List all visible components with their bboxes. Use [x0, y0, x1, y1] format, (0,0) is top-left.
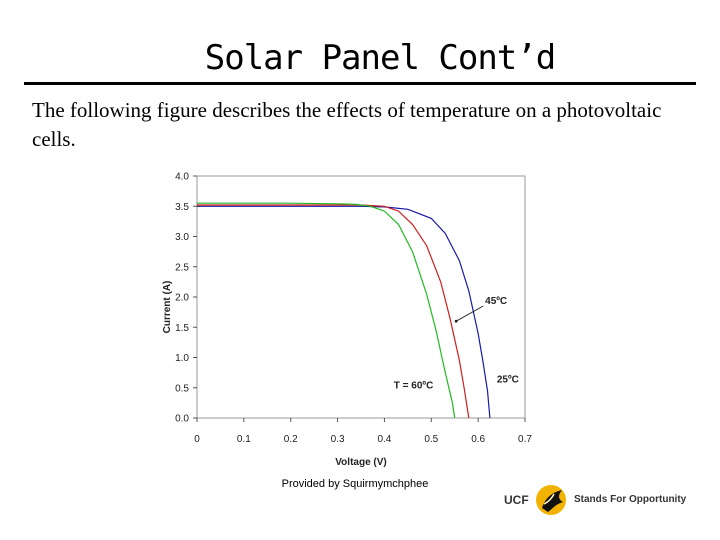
logo-tagline: Stands For Opportunity	[574, 494, 687, 505]
x-tick-label: 0.5	[424, 434, 438, 445]
body-text: The following figure describes the effec…	[32, 98, 662, 151]
annotation-arrow-head	[454, 319, 458, 323]
y-tick-label: 2.5	[175, 262, 189, 273]
x-tick-label: 0	[194, 434, 200, 445]
x-tick-label: 0.3	[331, 434, 345, 445]
annotation-label: T = 60ºC	[394, 381, 434, 392]
slide-title: Solar Panel Cont’d	[204, 38, 556, 78]
series-line-0	[197, 205, 491, 419]
annotation-arrow	[455, 305, 484, 322]
x-tick-label: 0.2	[284, 434, 298, 445]
x-tick-label: 0.1	[237, 434, 251, 445]
x-tick-label: 0.7	[518, 434, 532, 445]
y-axis-label: Current (A)	[162, 281, 173, 334]
y-tick-label: 1.5	[175, 323, 189, 334]
y-tick-label: 0.5	[175, 383, 189, 394]
y-tick-label: 0.0	[175, 414, 189, 425]
series-line-1	[197, 204, 470, 419]
x-tick-label: 0.6	[471, 434, 485, 445]
ucf-logo: UCF Stands For Opportunity	[498, 482, 708, 518]
annotation-label: 45ºC	[485, 296, 507, 307]
title-divider	[24, 82, 696, 85]
y-tick-label: 3.0	[175, 232, 189, 243]
plot-frame	[196, 175, 526, 419]
pegasus-icon	[536, 485, 566, 515]
iv-curve-chart: 0.0 0.5 1.0 1.5 2.0 2.5 3.0 3.5 4.0 0 0.1 0.2 0.3 0.4…	[162, 172, 532, 469]
annotation-label: 25ºC	[497, 375, 519, 386]
logo-ucf-text: UCF	[504, 493, 529, 507]
y-tick-label: 1.0	[175, 353, 189, 364]
image-credit: Provided by Squirmymchphee	[281, 478, 429, 490]
series-line-2	[197, 202, 456, 419]
x-axis-label: Voltage (V)	[335, 457, 386, 468]
y-tick-label: 4.0	[175, 172, 189, 183]
y-tick-label: 3.5	[175, 202, 189, 213]
y-tick-label: 2.0	[175, 293, 189, 304]
x-tick-label: 0.4	[377, 434, 391, 445]
